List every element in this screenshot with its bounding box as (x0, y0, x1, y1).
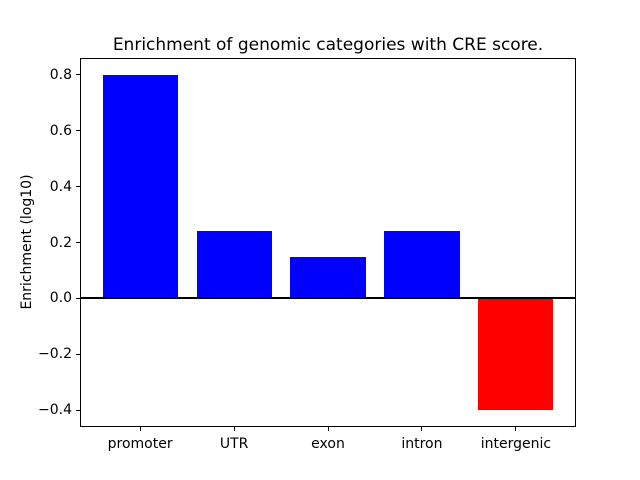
x-tick-intron (421, 427, 423, 431)
bar-exon (290, 256, 366, 299)
chart-title: Enrichment of genomic categories with CR… (112, 35, 544, 55)
y-tick-0.6 (76, 130, 80, 132)
y-tick-−0.2 (76, 353, 80, 355)
zero-line (80, 297, 576, 300)
y-tick-label-0.0: 0.0 (49, 290, 72, 307)
x-tick-label-promoter: promoter (107, 436, 173, 452)
y-tick-label-−0.4: −0.4 (38, 402, 72, 419)
x-tick-label-exon: exon (311, 436, 345, 452)
x-tick-intergenic (515, 427, 517, 431)
y-tick-−0.4 (76, 409, 80, 411)
y-tick-0.0 (76, 297, 80, 299)
y-tick-label-0.8: 0.8 (49, 66, 72, 83)
bar-intergenic (478, 298, 554, 411)
y-tick-0.2 (76, 242, 80, 243)
y-tick-label-−0.2: −0.2 (38, 346, 72, 363)
x-tick-label-intergenic: intergenic (480, 436, 552, 452)
y-tick-label-0.2: 0.2 (49, 234, 72, 251)
y-tick-label-0.6: 0.6 (49, 122, 72, 139)
bar-UTR (196, 231, 272, 299)
y-tick-0.8 (76, 74, 80, 76)
x-tick-exon (327, 427, 329, 431)
x-tick-label-UTR: UTR (219, 436, 249, 452)
x-tick-label-intron: intron (401, 436, 443, 452)
bar-intron (384, 231, 460, 299)
y-tick-0.4 (76, 186, 80, 188)
y-tick-label-0.4: 0.4 (49, 178, 72, 195)
x-tick-UTR (233, 427, 235, 431)
bar-promoter (102, 74, 178, 299)
x-tick-promoter (139, 427, 141, 431)
